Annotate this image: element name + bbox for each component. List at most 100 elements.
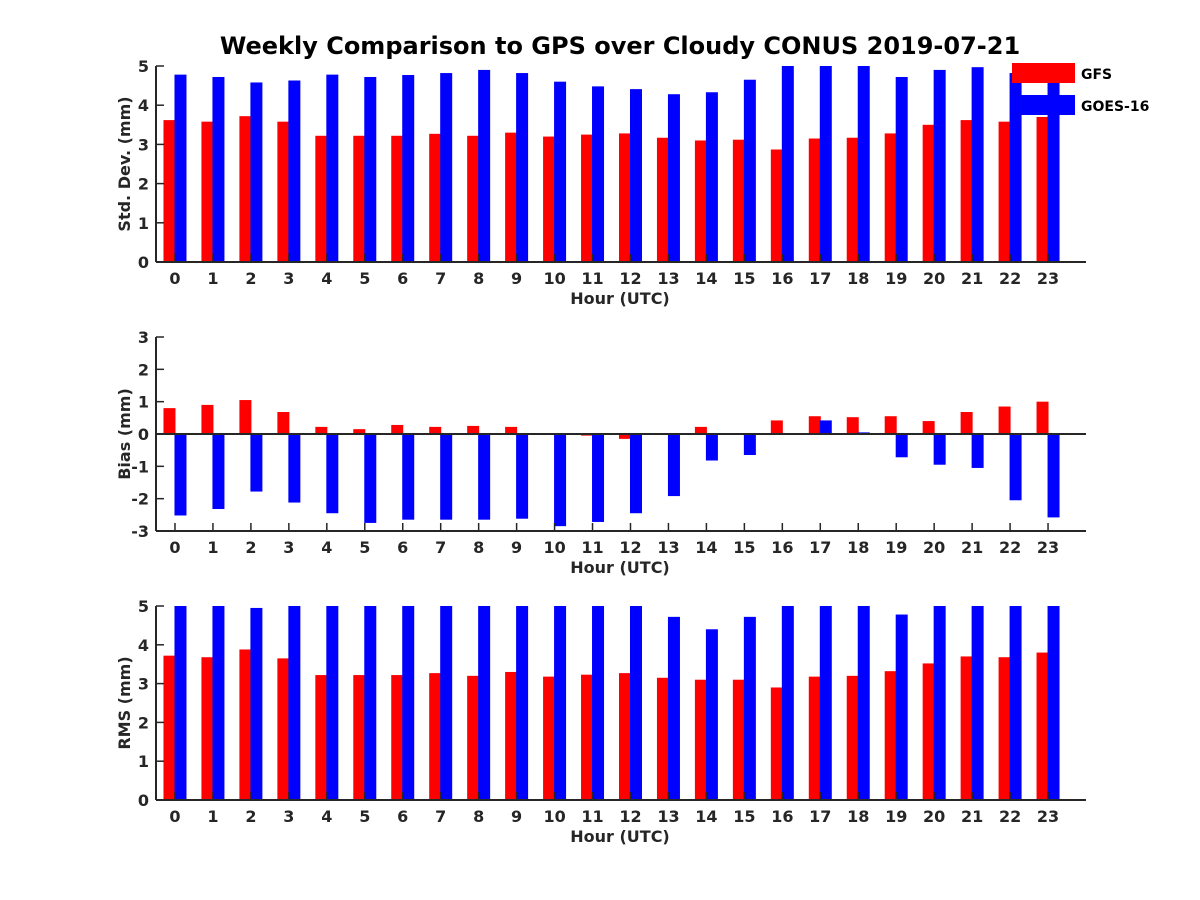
- bar-bias-gfs-22: [998, 406, 1011, 434]
- y-tick-label-stddev-1: 1: [138, 214, 149, 233]
- y-tick-label-rms-5: 5: [138, 597, 149, 616]
- x-tick-label-stddev-7: 7: [435, 269, 446, 288]
- bar-rms-goes16-11: [592, 606, 605, 800]
- bar-rms-goes16-14: [705, 629, 718, 800]
- bar-rms-gfs-10: [543, 676, 556, 800]
- x-tick-label-rms-5: 5: [359, 807, 370, 826]
- bar-bias-goes16-1: [212, 434, 225, 510]
- bar-rms-goes16-23: [1047, 606, 1060, 800]
- bar-rms-goes16-10: [554, 606, 567, 800]
- bar-bias-goes16-4: [326, 434, 339, 514]
- x-tick-label-stddev-8: 8: [473, 269, 484, 288]
- bar-bias-gfs-23: [1036, 401, 1049, 434]
- bar-stddev-goes16-10: [554, 81, 567, 263]
- x-tick-label-bias-8: 8: [473, 538, 484, 557]
- x-tick-label-stddev-20: 20: [923, 269, 945, 288]
- bar-rms-goes16-0: [174, 606, 187, 800]
- bar-stddev-goes16-9: [516, 73, 529, 262]
- bar-rms-goes16-1: [212, 606, 225, 800]
- bar-bias-gfs-16: [770, 420, 783, 434]
- bar-bias-gfs-0: [163, 408, 176, 434]
- bar-rms-gfs-6: [391, 675, 404, 800]
- bar-bias-goes16-13: [667, 434, 680, 497]
- x-tick-label-rms-21: 21: [961, 807, 983, 826]
- bar-stddev-gfs-3: [277, 121, 290, 262]
- x-tick-label-stddev-21: 21: [961, 269, 983, 288]
- x-axis-label-bias: Hour (UTC): [570, 558, 670, 577]
- bar-stddev-gfs-2: [239, 116, 252, 263]
- bar-bias-gfs-18: [846, 417, 859, 434]
- x-tick-label-bias-19: 19: [885, 538, 907, 557]
- x-tick-label-rms-19: 19: [885, 807, 907, 826]
- bar-bias-goes16-7: [440, 434, 453, 520]
- bar-rms-goes16-6: [402, 606, 415, 800]
- x-tick-label-rms-7: 7: [435, 807, 446, 826]
- x-tick-label-rms-22: 22: [999, 807, 1021, 826]
- bar-stddev-goes16-18: [857, 66, 870, 262]
- bar-stddev-goes16-22: [1009, 73, 1022, 262]
- bar-rms-goes16-3: [288, 606, 301, 800]
- x-tick-label-bias-16: 16: [771, 538, 793, 557]
- x-tick-label-rms-11: 11: [581, 807, 603, 826]
- y-tick-label-stddev-2: 2: [138, 175, 149, 194]
- bar-bias-gfs-3: [277, 412, 290, 434]
- bar-bias-gfs-9: [505, 426, 518, 434]
- bar-bias-goes16-21: [971, 434, 984, 468]
- bar-stddev-goes16-7: [440, 73, 453, 262]
- x-tick-label-stddev-5: 5: [359, 269, 370, 288]
- bar-rms-gfs-15: [732, 679, 745, 800]
- bar-stddev-goes16-4: [326, 74, 339, 263]
- bar-rms-goes16-16: [781, 606, 794, 800]
- bar-bias-gfs-14: [694, 426, 707, 434]
- y-axis-label-rms: RMS (mm): [115, 656, 134, 749]
- x-tick-label-bias-6: 6: [397, 538, 408, 557]
- y-tick-label-bias--2: -2: [131, 490, 149, 509]
- y-tick-label-bias--1: -1: [131, 457, 149, 476]
- bar-bias-gfs-17: [808, 416, 821, 434]
- y-tick-label-rms-3: 3: [138, 675, 149, 694]
- bar-rms-gfs-11: [581, 674, 594, 800]
- x-tick-label-rms-13: 13: [657, 807, 679, 826]
- x-tick-label-bias-11: 11: [581, 538, 603, 557]
- x-tick-label-bias-20: 20: [923, 538, 945, 557]
- x-tick-label-rms-9: 9: [511, 807, 522, 826]
- bar-stddev-goes16-17: [819, 66, 832, 262]
- bar-bias-goes16-17: [819, 420, 832, 434]
- x-tick-label-bias-4: 4: [321, 538, 332, 557]
- bar-stddev-goes16-6: [402, 75, 415, 263]
- x-tick-label-rms-3: 3: [283, 807, 294, 826]
- bar-rms-goes16-19: [895, 614, 908, 800]
- bar-rms-gfs-23: [1036, 652, 1049, 800]
- x-axis-label-stddev: Hour (UTC): [570, 289, 670, 308]
- bar-rms-goes16-17: [819, 606, 832, 800]
- bar-rms-gfs-2: [239, 649, 252, 800]
- x-tick-label-stddev-2: 2: [245, 269, 256, 288]
- bar-rms-goes16-20: [933, 606, 946, 800]
- x-tick-label-stddev-1: 1: [207, 269, 218, 288]
- bar-stddev-gfs-10: [543, 136, 556, 262]
- bar-bias-goes16-10: [554, 434, 567, 527]
- legend-label-goes16: GOES-16: [1081, 99, 1149, 115]
- bar-stddev-gfs-17: [808, 138, 821, 262]
- x-tick-label-bias-9: 9: [511, 538, 522, 557]
- bar-rms-gfs-9: [505, 671, 518, 800]
- y-tick-label-rms-1: 1: [138, 752, 149, 771]
- bar-stddev-goes16-8: [478, 69, 491, 262]
- x-tick-label-rms-20: 20: [923, 807, 945, 826]
- bar-bias-goes16-14: [705, 434, 718, 461]
- x-tick-label-stddev-4: 4: [321, 269, 332, 288]
- bar-stddev-gfs-4: [315, 135, 328, 262]
- bar-stddev-goes16-20: [933, 69, 946, 262]
- x-tick-label-stddev-3: 3: [283, 269, 294, 288]
- bar-rms-gfs-21: [960, 656, 973, 800]
- bar-stddev-goes16-11: [592, 86, 605, 262]
- x-tick-label-rms-6: 6: [397, 807, 408, 826]
- bar-rms-gfs-0: [163, 655, 176, 800]
- x-tick-label-stddev-6: 6: [397, 269, 408, 288]
- bar-bias-goes16-12: [629, 434, 642, 514]
- bar-stddev-gfs-6: [391, 135, 404, 262]
- x-tick-label-rms-23: 23: [1037, 807, 1059, 826]
